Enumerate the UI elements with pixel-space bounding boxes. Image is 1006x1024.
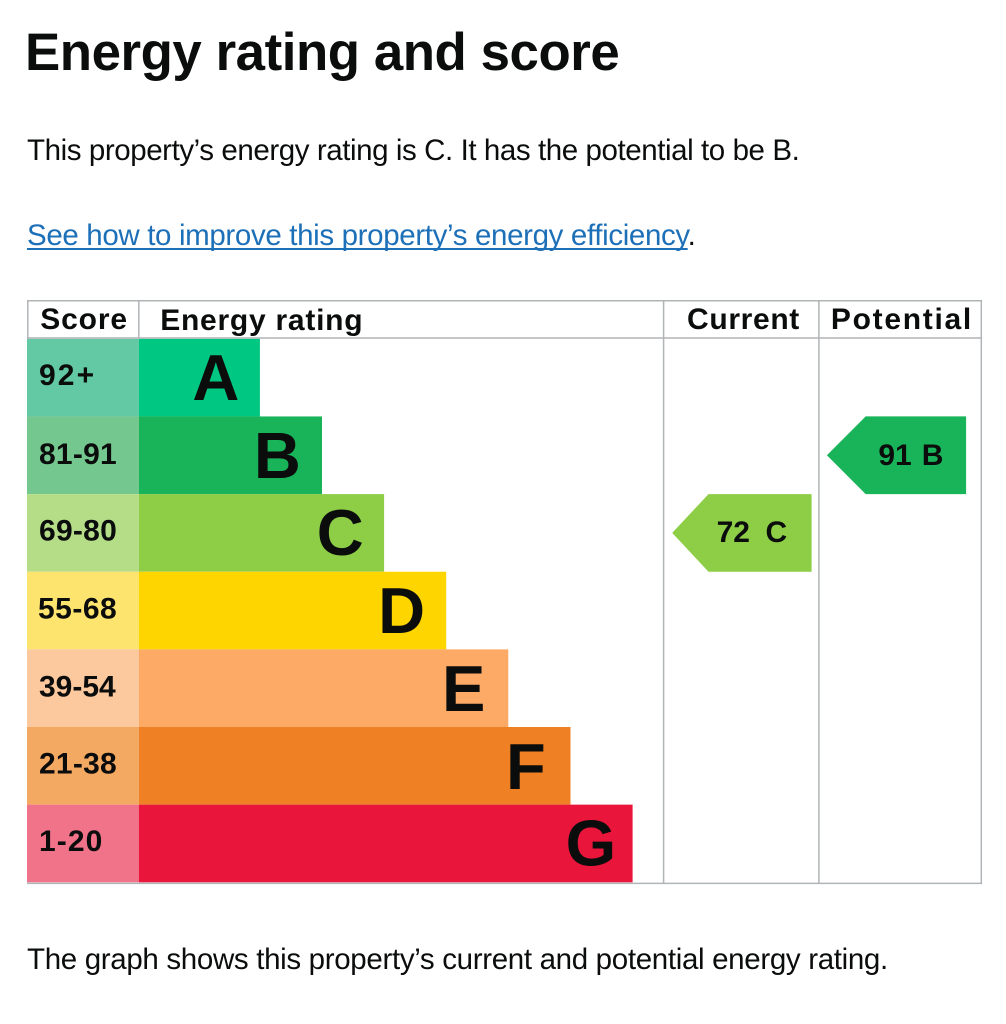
svg-text:Score: Score	[40, 303, 128, 336]
svg-text:Current: Current	[687, 303, 800, 336]
svg-text:Potential: Potential	[831, 303, 973, 336]
svg-text:39-54: 39-54	[39, 671, 116, 704]
svg-text:A: A	[192, 341, 239, 414]
svg-text:92+: 92+	[39, 359, 96, 392]
svg-text:1-20: 1-20	[39, 825, 103, 858]
svg-text:55-68: 55-68	[38, 593, 117, 626]
svg-text:C: C	[317, 496, 364, 569]
svg-text:E: E	[442, 652, 485, 725]
svg-text:81-91: 81-91	[39, 438, 117, 471]
svg-text:Energy rating: Energy rating	[160, 304, 363, 337]
svg-text:D: D	[378, 574, 425, 647]
svg-text:G: G	[566, 806, 617, 879]
svg-text:F: F	[506, 730, 546, 803]
svg-text:91B: 91 B	[878, 439, 943, 472]
svg-text:69-80: 69-80	[39, 515, 117, 548]
svg-text:B: B	[254, 419, 301, 492]
svg-text:21-38: 21-38	[39, 747, 117, 780]
